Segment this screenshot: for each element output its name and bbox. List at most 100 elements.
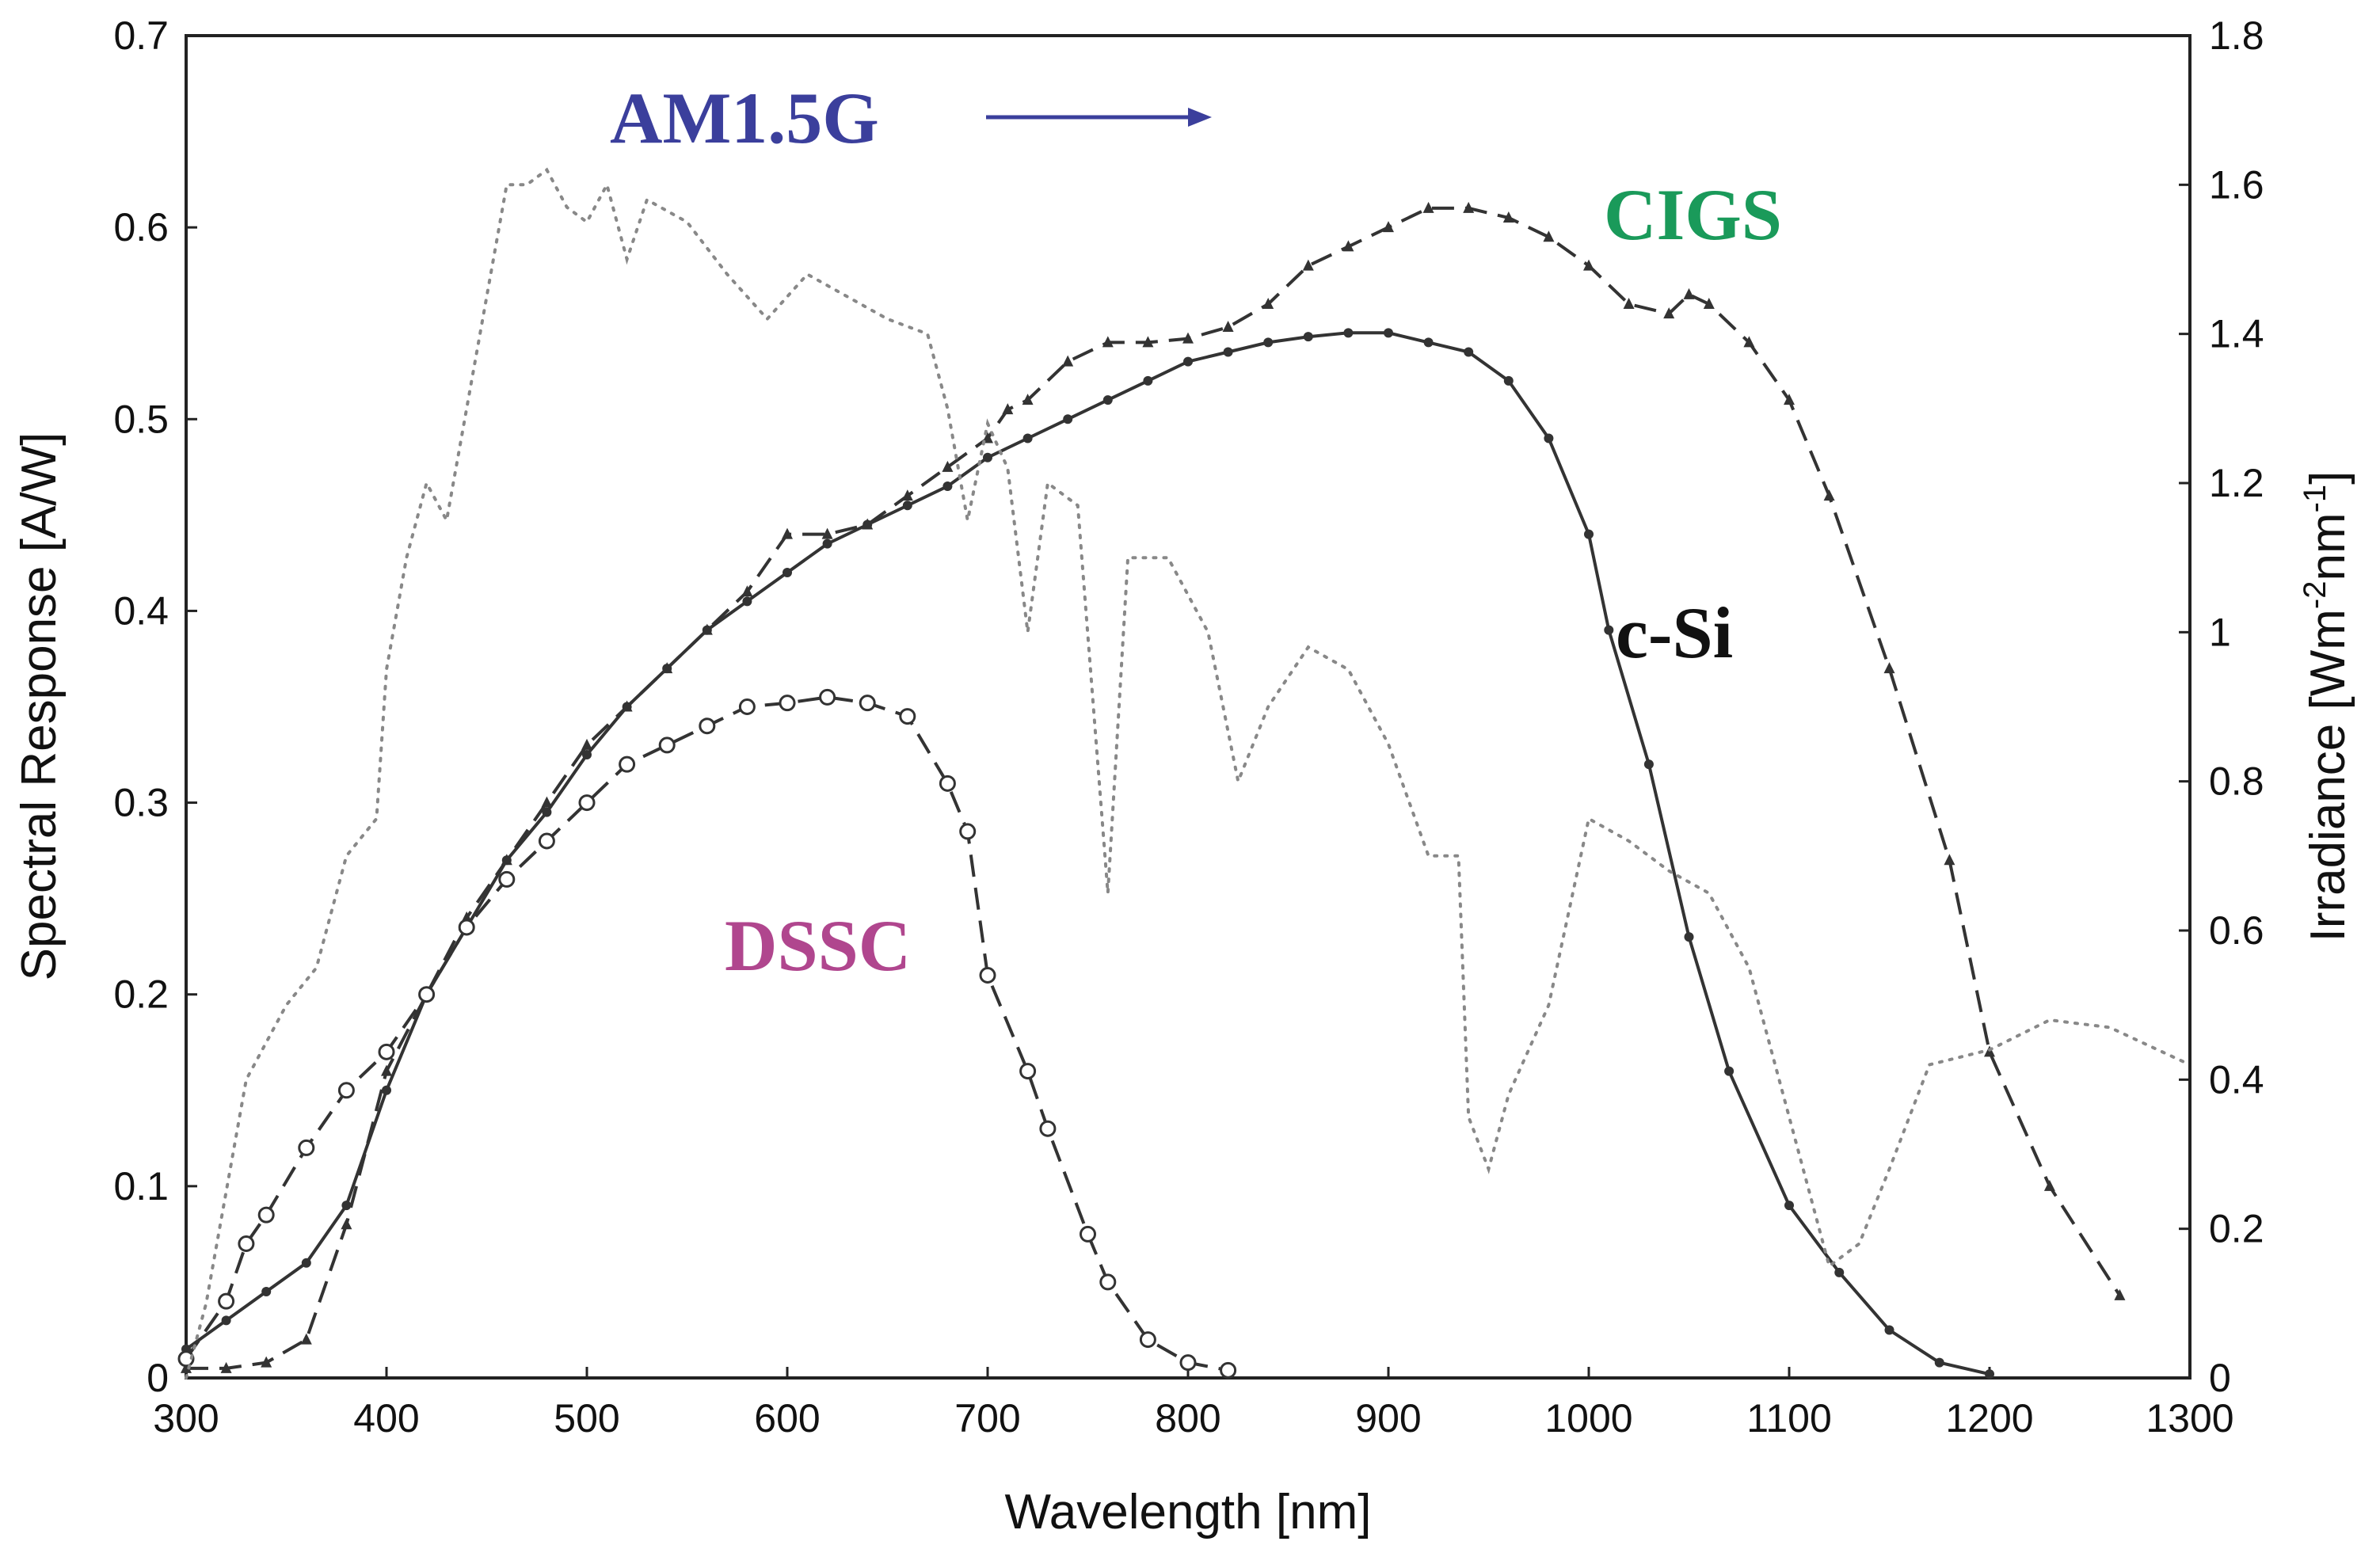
data-point-cigs <box>1142 336 1154 348</box>
data-point-cigs <box>300 1333 312 1345</box>
data-point-c-si <box>1223 347 1233 357</box>
data-point-dssc <box>979 967 996 984</box>
data-point-dssc <box>578 794 596 812</box>
data-point-c-si <box>1384 328 1393 338</box>
data-point-c-si <box>1102 395 1113 405</box>
y-left-axis-title: Spectral Response [A/W] <box>12 432 67 981</box>
data-point-cigs <box>1623 298 1635 309</box>
data-point-c-si <box>221 1315 231 1326</box>
x-tick-label: 1100 <box>1746 1396 1832 1441</box>
data-point-cigs <box>220 1361 232 1373</box>
data-point-cigs <box>1663 307 1675 319</box>
data-point-cigs <box>181 1361 192 1373</box>
y-right-title-base: Irradiance [Wm <box>2301 609 2355 942</box>
data-point-dssc <box>1139 1331 1156 1349</box>
data-point-c-si <box>1343 328 1354 338</box>
data-point-dssc <box>899 708 916 725</box>
data-point-cigs <box>701 623 713 635</box>
y-right-title-mid: nm <box>2301 512 2355 580</box>
series-layer <box>177 167 2192 1380</box>
data-point-c-si <box>942 481 953 492</box>
x-tick-label: 800 <box>1155 1396 1220 1441</box>
data-point-c-si <box>1063 414 1073 424</box>
data-point-dssc <box>1019 1063 1037 1080</box>
y-right-tick-label: 1.8 <box>2209 13 2264 58</box>
x-tick-label: 300 <box>153 1396 219 1441</box>
data-point-dssc <box>959 823 977 840</box>
data-point-dssc <box>1099 1273 1117 1291</box>
data-point-c-si <box>382 1085 391 1095</box>
x-tick-label: 600 <box>754 1396 820 1441</box>
am15g-annotation: AM1.5G <box>610 78 879 158</box>
data-point-c-si <box>1934 1357 1944 1368</box>
data-point-c-si <box>1643 759 1654 770</box>
data-point-dssc <box>819 688 836 706</box>
data-point-cigs <box>1342 240 1354 252</box>
data-point-cigs <box>1062 355 1074 367</box>
data-point-c-si <box>902 500 912 511</box>
data-point-dssc <box>1220 1361 1237 1379</box>
y-left-axis-ticks: 0 0.1 0.2 0.3 0.4 0.5 0.6 0.7 <box>113 13 197 1400</box>
data-point-dssc <box>658 736 676 754</box>
data-point-cigs <box>1002 403 1014 415</box>
data-point-cigs <box>782 527 793 539</box>
y-left-tick-label: 0.2 <box>113 972 169 1017</box>
data-point-cigs <box>381 1064 392 1076</box>
data-point-c-si <box>301 1258 311 1268</box>
data-point-dssc <box>738 698 756 715</box>
data-point-cigs <box>1102 336 1114 348</box>
data-point-dssc <box>1179 1354 1197 1372</box>
data-point-dssc <box>699 717 716 735</box>
y-left-tick-label: 0 <box>147 1356 169 1400</box>
y-left-tick-label: 0.3 <box>113 781 169 825</box>
data-point-c-si <box>261 1287 272 1297</box>
data-point-c-si <box>1584 529 1594 539</box>
data-point-cigs <box>501 854 512 866</box>
data-point-c-si <box>742 596 752 607</box>
data-point-dssc <box>619 755 636 773</box>
data-point-cigs <box>261 1356 272 1368</box>
data-point-dssc <box>498 870 516 888</box>
data-point-c-si <box>1464 347 1474 357</box>
data-point-cigs <box>741 585 753 597</box>
x-tick-label: 1000 <box>1544 1396 1632 1441</box>
data-point-c-si <box>1684 932 1694 942</box>
data-point-c-si <box>1784 1201 1794 1211</box>
data-point-cigs <box>1383 221 1394 233</box>
x-tick-label: 500 <box>554 1396 619 1441</box>
y-right-axis-ticks: 0 0.2 0.4 0.6 0.8 1 1.2 1.4 1.6 1.8 <box>2179 13 2264 1400</box>
data-point-cigs <box>581 738 592 750</box>
data-point-cigs <box>1262 298 1274 309</box>
y-left-tick-label: 0.1 <box>113 1164 169 1208</box>
data-point-dssc <box>538 832 555 850</box>
y-right-title-end: ] <box>2301 471 2355 485</box>
y-right-tick-label: 0.6 <box>2209 908 2264 953</box>
series-am1-5g <box>185 167 2192 1380</box>
am15g-arrow-icon <box>986 108 1212 127</box>
data-point-cigs <box>1883 662 1895 674</box>
data-point-cigs <box>1302 259 1314 271</box>
y-left-tick-label: 0.7 <box>113 13 169 58</box>
data-point-dssc <box>418 986 436 1003</box>
y-right-title-sup2: -1 <box>2298 485 2332 513</box>
data-point-cigs <box>1182 332 1194 344</box>
data-point-cigs <box>1502 211 1514 223</box>
data-point-cigs <box>1543 230 1555 242</box>
data-point-cigs <box>2043 1179 2055 1191</box>
data-point-cigs <box>1422 201 1434 213</box>
series-dssc <box>177 688 1237 1379</box>
data-point-cigs <box>901 489 913 501</box>
data-point-cigs <box>1743 336 1755 348</box>
data-point-dssc <box>458 919 475 936</box>
data-point-dssc <box>337 1082 355 1099</box>
x-tick-label: 900 <box>1355 1396 1421 1441</box>
x-axis-ticks: 300 400 500 600 700 800 900 1000 1100 1200 1300 <box>153 1367 2234 1441</box>
data-point-c-si <box>1604 625 1614 635</box>
data-point-dssc <box>939 774 956 792</box>
data-point-dssc <box>1080 1225 1096 1243</box>
data-point-c-si <box>1423 337 1434 348</box>
cigs-series-label: CIGS <box>1604 174 1782 255</box>
x-axis-title: Wavelength [nm] <box>1005 1485 1372 1539</box>
